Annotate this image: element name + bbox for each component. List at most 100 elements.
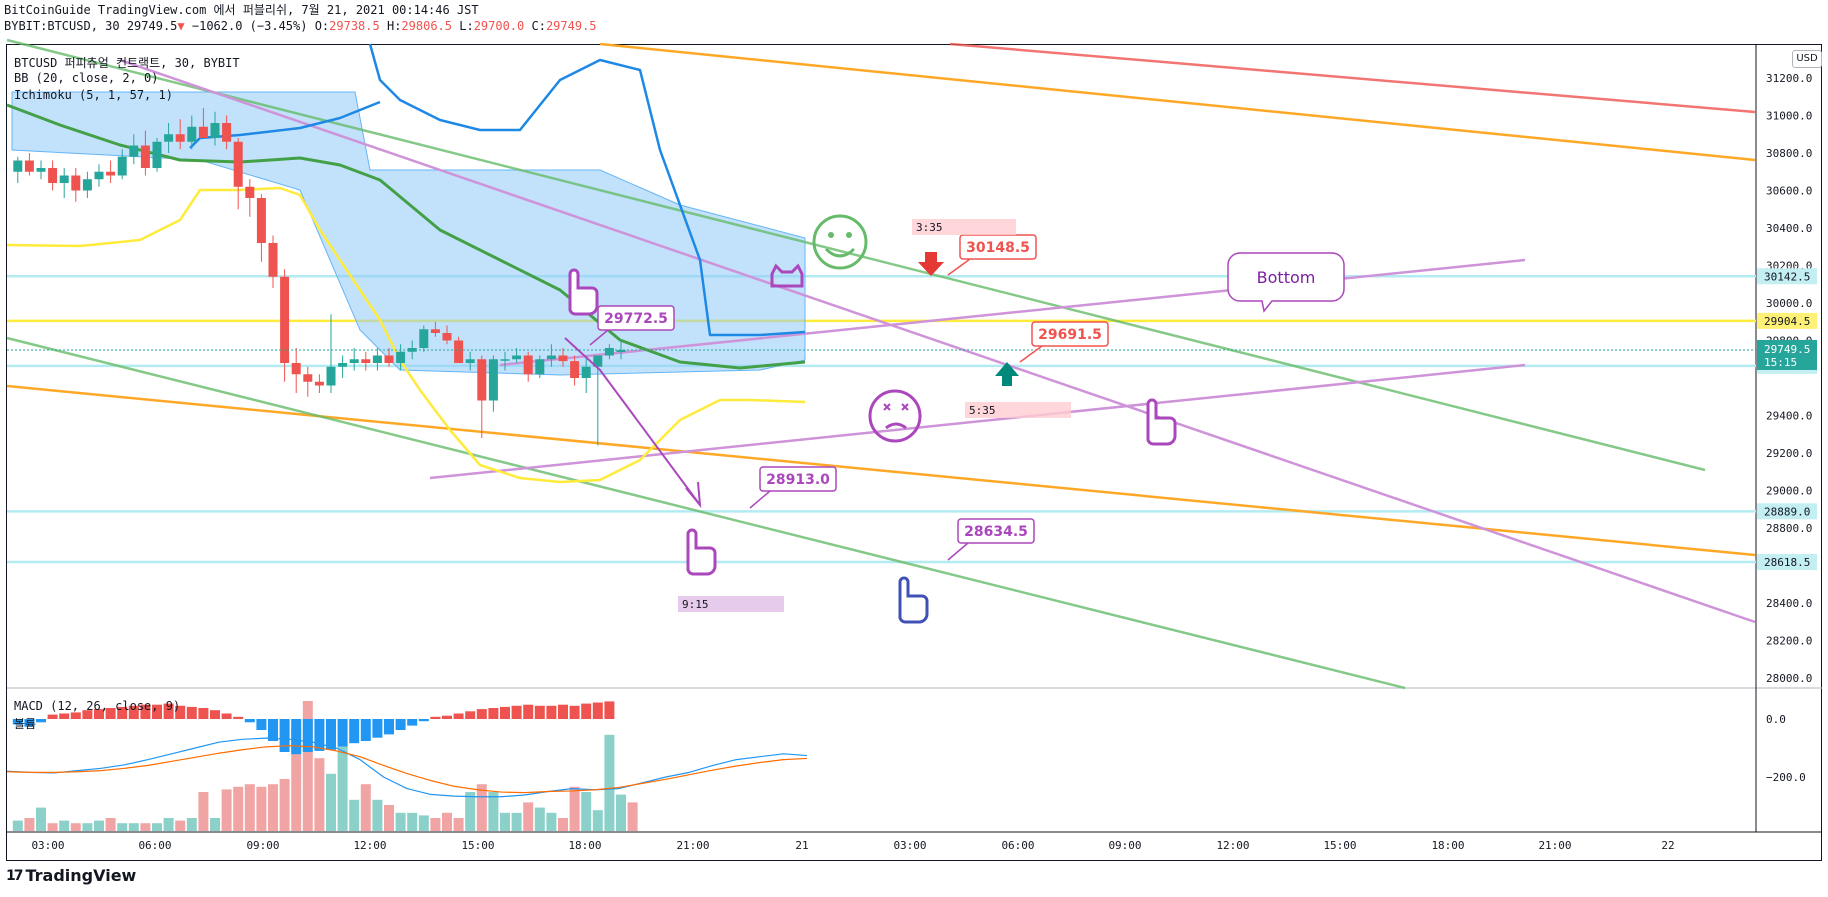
volume-bar [152, 823, 162, 831]
macd-histogram-bar [604, 701, 615, 719]
candle-body [48, 168, 58, 183]
macd-histogram-bar [198, 708, 209, 719]
time-tick-label: 06:00 [138, 839, 171, 852]
price-label-tag [1757, 268, 1817, 285]
callout-29772-pointer [589, 329, 609, 346]
candle-body [396, 351, 406, 363]
callout-28913-box [759, 466, 837, 492]
purple-arrow-line [564, 337, 701, 506]
lavender-trend-line [429, 363, 1526, 480]
purple-arrowhead [685, 481, 702, 509]
candle-body [106, 171, 116, 176]
time-tick-label: 18:00 [568, 839, 601, 852]
macd-histogram-bar [384, 719, 394, 735]
macd-histogram-bar [558, 704, 568, 719]
candle-body [222, 123, 232, 142]
time-tick-label: 21 [795, 839, 808, 852]
price-label-text: 28889.0 [1764, 505, 1810, 518]
candle-body [175, 134, 185, 142]
price-tick-label: 28800.0 [1766, 522, 1812, 535]
macd-histogram-bar [59, 713, 70, 719]
volume-bar [395, 812, 406, 831]
macd-histogram-bar [430, 716, 441, 719]
candle-body [24, 160, 34, 172]
volume-bar [627, 802, 638, 831]
open-value: 29738.5 [329, 19, 380, 33]
bottom-bubble-shape [1227, 252, 1345, 313]
callout-28634-pointer [947, 542, 969, 561]
macd-histogram-bar [395, 719, 406, 730]
candle-body [349, 359, 359, 363]
macd-histogram-bar [442, 715, 452, 719]
candle-body [372, 355, 382, 363]
macd-histogram-bar [244, 719, 255, 723]
macd-tick-label: 0.0 [1766, 713, 1786, 726]
macd-legend[interactable]: MACD (12, 26, close, 9) [14, 699, 181, 713]
macd-histogram-bar [140, 704, 151, 719]
volume-bar [279, 779, 290, 831]
macd-histogram-bar [511, 705, 522, 719]
orange-trend-line [599, 42, 1756, 162]
callout-29691-box [1031, 321, 1109, 347]
time-range-box [965, 402, 1071, 418]
candle-body [570, 361, 580, 378]
currency-button[interactable]: USD [1792, 50, 1822, 68]
ichimoku-legend[interactable]: Ichimoku (5, 1, 57, 1) [14, 88, 173, 102]
candle-body [59, 175, 69, 183]
macd-histogram-bar [163, 703, 174, 719]
candle-body [303, 374, 313, 382]
volume-legend[interactable]: 볼륨 [14, 717, 37, 731]
callout-29691-pointer [1019, 345, 1043, 363]
candle-body [256, 198, 266, 243]
candle-body [384, 355, 394, 363]
price-tick-label: 28400.0 [1766, 597, 1812, 610]
candle-body [535, 359, 545, 375]
macd-histogram-bar [24, 719, 35, 727]
candle-body [210, 123, 220, 138]
candle-body [164, 134, 174, 142]
price-tick-label: 29000.0 [1766, 485, 1812, 498]
candle-body [280, 276, 290, 363]
pointing-hand-icon [686, 528, 717, 576]
volume-bar [221, 789, 232, 831]
symbol-legend[interactable]: BTCUSD 퍼피츄얼 컨트랙트, 30, BYBIT [14, 56, 240, 70]
smiley-eye-icon [846, 232, 852, 238]
time-tick-label: 03:00 [31, 839, 64, 852]
bottom-bubble-text: Bottom [1257, 268, 1316, 287]
time-range-text: 5:35 [969, 404, 996, 417]
price-tick-label: 28000.0 [1766, 672, 1812, 685]
ichimoku-base-line [6, 103, 806, 370]
macd-tick-label: −200.0 [1766, 771, 1806, 784]
ohlc-line: BYBIT:BTCUSD, 30 29749.5▼ −1062.0 (−3.45… [4, 18, 597, 34]
green-trend-line [6, 38, 1706, 472]
candle-body [338, 363, 348, 367]
macd-histogram-bar [523, 704, 534, 719]
callout-29691-text: 29691.5 [1038, 327, 1102, 343]
green-trend-line [6, 336, 1406, 690]
candle-body [442, 333, 452, 341]
time-tick-label: 21:00 [1538, 839, 1571, 852]
tradingview-logo[interactable]: 17 TradingView [6, 866, 136, 885]
volume-bar [70, 823, 81, 831]
time-tick-label: 22 [1661, 839, 1674, 852]
candle-body [430, 329, 440, 333]
callout-30148-pointer [947, 258, 971, 276]
macd-histogram-bar [360, 719, 371, 741]
macd-histogram-bar [465, 711, 476, 719]
time-tick-label: 09:00 [246, 839, 279, 852]
volume-bar [430, 818, 441, 831]
volume-bar [256, 786, 267, 831]
price-tick-label: 30000.0 [1766, 297, 1812, 310]
price-tick-label: 30400.0 [1766, 222, 1812, 235]
volume-bar [349, 799, 360, 831]
candle-body [488, 359, 498, 401]
volume-bar [233, 786, 244, 831]
volume-bar [488, 792, 499, 831]
macd-histogram-bar [302, 719, 313, 752]
bb-legend[interactable]: BB (20, close, 2, 0) [14, 71, 159, 85]
candle-body [512, 355, 522, 360]
volume-bar [140, 823, 151, 831]
price-label-tag [1757, 554, 1817, 571]
volume-bar [407, 812, 418, 831]
